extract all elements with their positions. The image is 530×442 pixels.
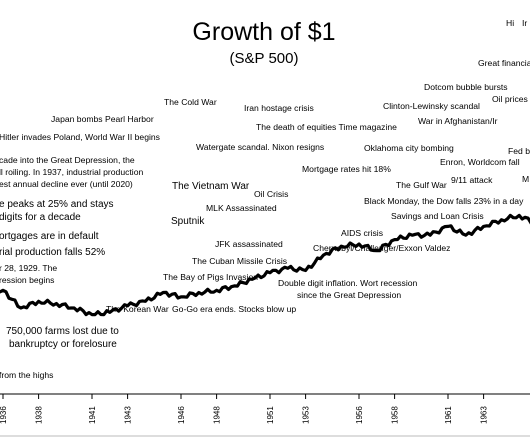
annotation-iran-hostage: Iran hostage crisis xyxy=(244,103,314,113)
x-tick-label: 1938 xyxy=(35,406,44,424)
annotation-9-11: 9/11 attack xyxy=(451,175,493,185)
series-line xyxy=(0,213,530,317)
annotation-bay-of-pigs: The Bay of Pigs Invasion xyxy=(163,272,258,282)
annotation-oct-29-1: r 28, 1929. The xyxy=(0,263,57,273)
annotation-death-equities: The death of equities Time magazine xyxy=(256,122,397,132)
annotation-savings-loan: Savings and Loan Crisis xyxy=(391,211,484,221)
annotation-oil-prices: Oil prices xyxy=(492,94,528,104)
annotation-unemploy-1: e peaks at 25% and stays xyxy=(0,199,114,210)
x-tick-label: 1963 xyxy=(480,406,489,424)
annotation-great-financial: Great financia xyxy=(478,58,530,68)
annotation-enron: Enron, Worldcom fall xyxy=(440,157,520,167)
annotation-go-go: Go-Go era ends. Stocks blow up xyxy=(172,304,296,314)
x-tick-label: 1941 xyxy=(88,406,97,424)
annotation-inflation-1: Double digit inflation. Wort recession xyxy=(278,278,418,288)
annotation-mlk: MLK Assassinated xyxy=(206,203,277,213)
annotation-oil-crisis: Oil Crisis xyxy=(254,189,288,199)
annotation-pearl-harbor: Japan bombs Pearl Harbor xyxy=(51,114,154,124)
annotation-watergate: Watergate scandal. Nixon resigns xyxy=(196,142,324,152)
x-tick-label: 1948 xyxy=(213,406,222,424)
annotation-sputnik: Sputnik xyxy=(171,216,205,227)
annotation-mortgages-default: ortgages are in default xyxy=(0,231,99,242)
chart-subtitle: (S&P 500) xyxy=(230,50,299,67)
annotation-korean: The Korean War xyxy=(106,304,169,314)
annotation-mortgage-18: Mortgage rates hit 18% xyxy=(302,164,391,174)
annotation-ir: Ir xyxy=(522,18,527,28)
annotation-aids: AIDS crisis xyxy=(341,228,383,238)
annotation-farms-2: bankruptcy or forelosure xyxy=(9,339,117,350)
annotation-from-highs: from the highs xyxy=(0,370,53,380)
x-tick-label: 1936 xyxy=(0,406,8,424)
annotation-fed: Fed b xyxy=(508,146,530,156)
x-tick-label: 1946 xyxy=(177,406,186,424)
annotation-hi: Hi xyxy=(506,18,514,28)
annotation-poland: Hitler invades Poland, World War II begi… xyxy=(0,132,160,142)
annotation-depression-3: est annual decline ever (until 2020) xyxy=(0,179,133,189)
annotation-farms-1: 750,000 farms lost due to xyxy=(6,326,119,337)
x-tick-label: 1961 xyxy=(444,406,453,424)
chart-title: Growth of $1 xyxy=(192,18,335,46)
x-tick-label: 1953 xyxy=(302,406,311,424)
annotation-vietnam: The Vietnam War xyxy=(172,181,250,192)
annotation-industrial: rial production falls 52% xyxy=(0,247,105,258)
annotation-depression-2: ll roiling. In 1937, industrial producti… xyxy=(0,167,143,177)
x-axis: 1936 1938 1941 1943 1946 1948 1951 1953 1956 1958… xyxy=(0,393,530,437)
annotation-cuban: The Cuban Missile Crisis xyxy=(192,256,287,266)
annotation-depression-1: cade into the Great Depression, the xyxy=(0,155,135,165)
x-tick-label: 1951 xyxy=(266,406,275,424)
x-ticks: 1936 1938 1941 1943 1946 1948 1951 1953 1956 1958… xyxy=(0,394,489,424)
annotation-cold-war: The Cold War xyxy=(164,97,217,107)
series-line-group xyxy=(0,213,530,317)
annotation-unemploy-2: digits for a decade xyxy=(0,212,81,223)
annotation-jfk: JFK assassinated xyxy=(215,239,283,249)
annotation-afghanistan: War in Afghanistan/Ir xyxy=(418,116,498,126)
annotations: The Cold War Iran hostage crisis Japan b… xyxy=(0,18,530,380)
annotation-dotcom: Dotcom bubble bursts xyxy=(424,82,508,92)
x-tick-label: 1958 xyxy=(391,406,400,424)
annotation-gulf-war: The Gulf War xyxy=(396,180,447,190)
annotation-oct-29-2: ression begins xyxy=(0,275,54,285)
annotation-clinton: Clinton-Lewinsky scandal xyxy=(383,101,480,111)
annotation-inflation-2: since the Great Depression xyxy=(297,290,401,300)
x-tick-label: 1956 xyxy=(355,406,364,424)
annotation-m: M xyxy=(522,174,529,184)
annotation-black-monday: Black Monday, the Dow falls 23% in a day xyxy=(364,196,524,206)
annotation-oklahoma: Oklahoma city bombing xyxy=(364,143,454,153)
x-tick-label: 1943 xyxy=(124,406,133,424)
